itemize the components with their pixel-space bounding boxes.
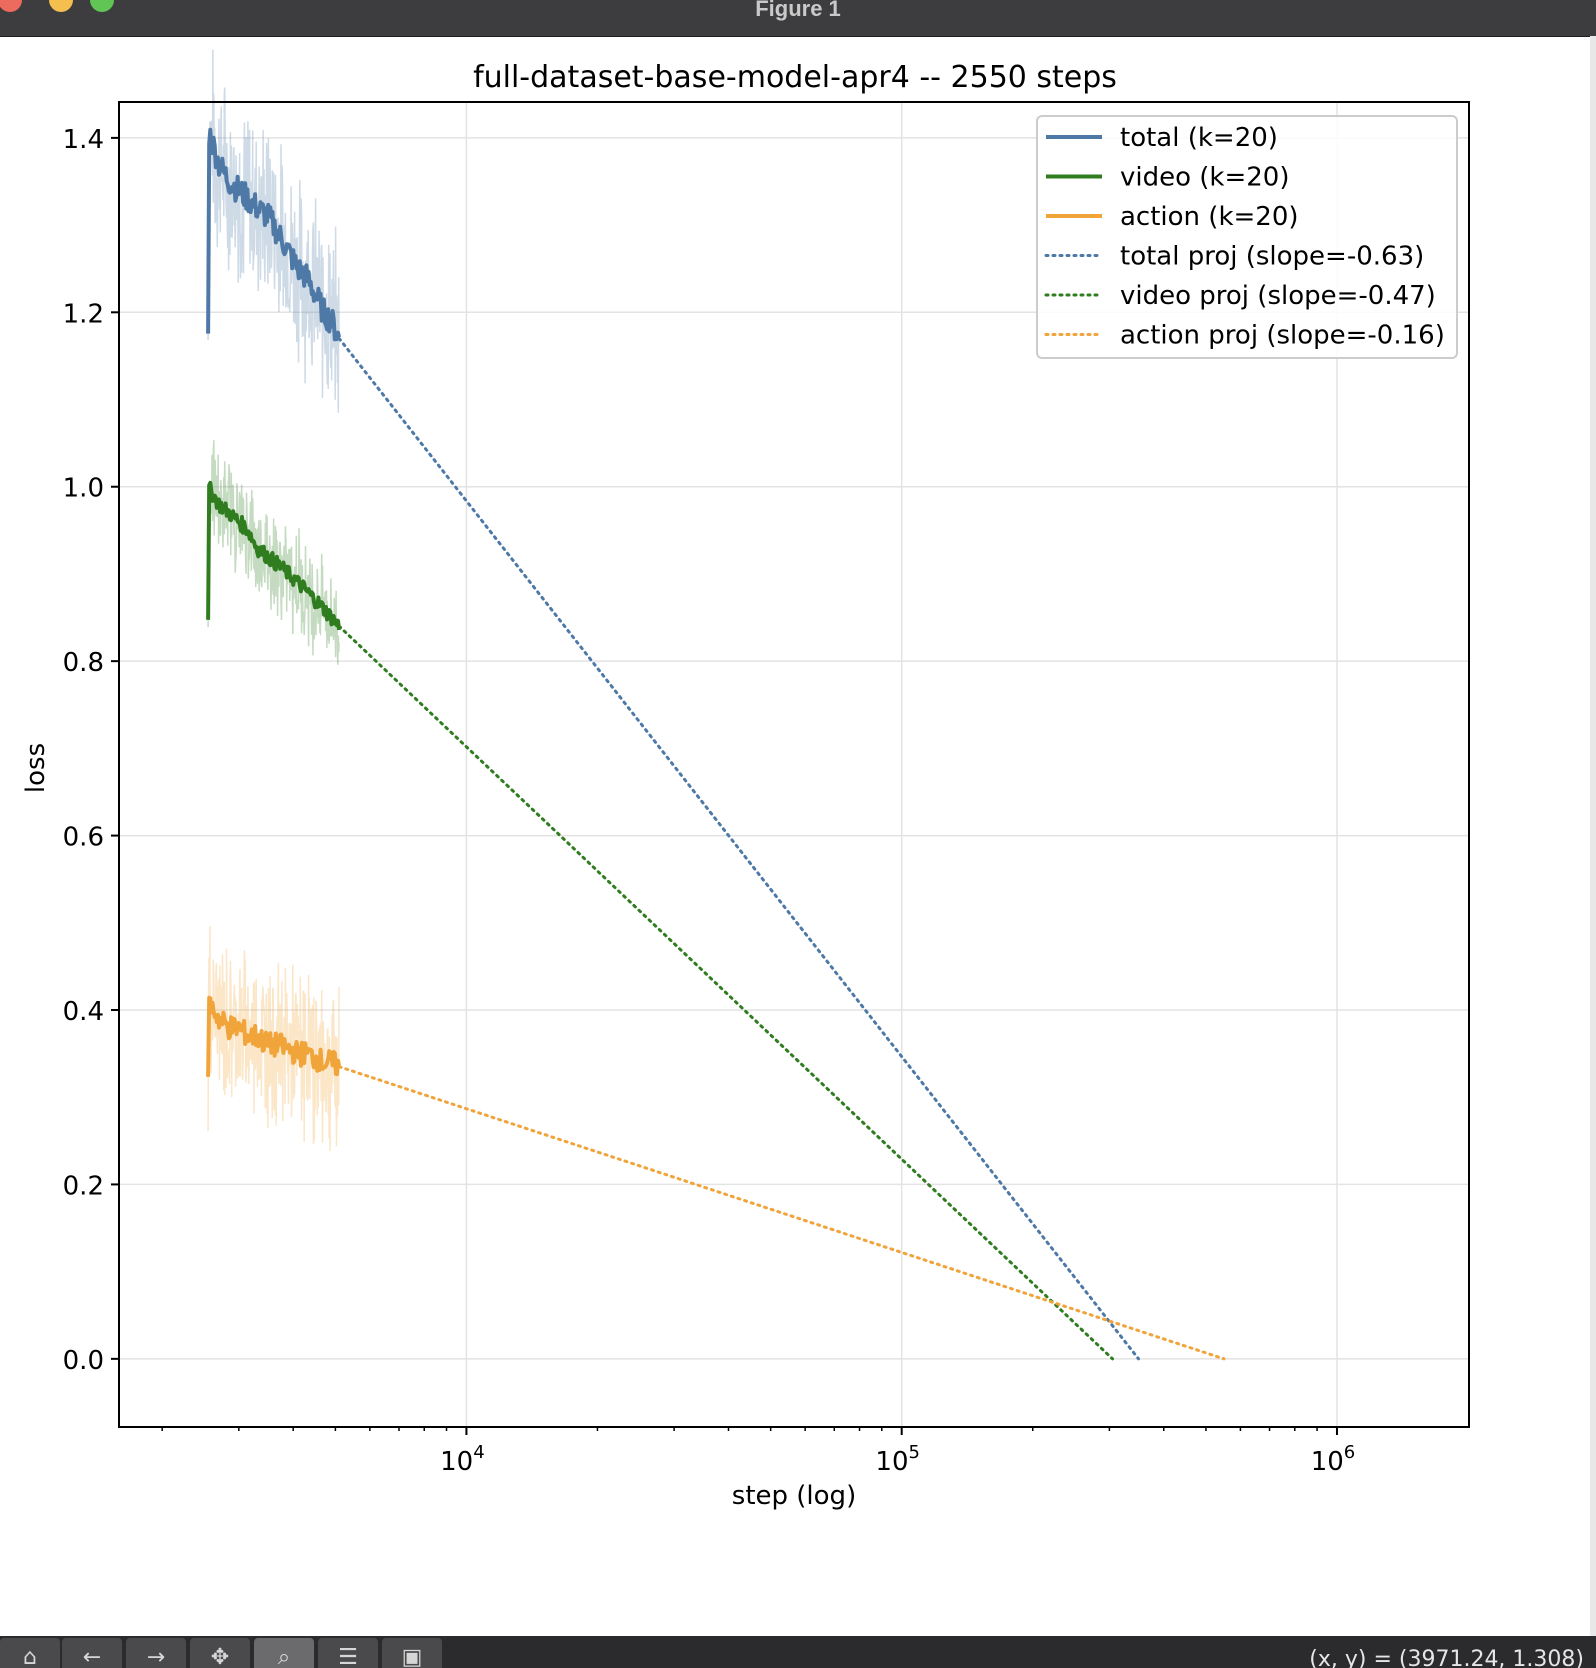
navigation-toolbar: (x, y) = (3971.24, 1.308) ⌂ ← → ✥ ⌕ ☰ ▣ [0,1636,1596,1668]
projection-line-total [337,336,1141,1361]
series-lines [206,127,1226,1361]
projection-line-action [337,1065,1226,1361]
plot-frame [118,101,1470,1428]
series-line-total [206,127,342,342]
x-tick-label: 105 [875,1442,920,1477]
series-line-action [206,995,342,1077]
legend-label: total proj (slope=-0.63) [1120,242,1424,272]
raw-band-total [207,49,340,413]
y-tick-label: 0.6 [63,823,104,853]
configure-button[interactable]: ☰ [318,1638,378,1668]
chart-title: full-dataset-base-model-apr4 -- 2550 ste… [473,60,1117,95]
window-titlebar: Figure 1 [0,0,1596,37]
legend: total (k=20) video (k=20) action (k=20) tot… [1036,115,1458,359]
minimize-window-button[interactable] [49,0,73,12]
forward-button[interactable]: → [126,1638,186,1668]
close-window-button[interactable] [0,0,22,12]
back-button[interactable]: ← [62,1638,122,1668]
legend-label: video (k=20) [1120,163,1290,193]
legend-label: action (k=20) [1120,202,1299,232]
y-tick-label: 1.4 [63,125,104,155]
raw-band-video [207,440,340,665]
legend-label: total (k=20) [1120,123,1278,153]
window-title: Figure 1 [755,0,841,21]
legend-box [1036,115,1458,359]
y-tick-label: 0.0 [63,1346,104,1376]
y-tick-label: 1.0 [63,474,104,504]
series-line-video [206,480,342,631]
loss-chart[interactable]: full-dataset-base-model-apr4 -- 2550 ste… [0,36,1590,1636]
window-edge [1590,36,1596,1636]
home-button[interactable]: ⌂ [0,1638,60,1668]
y-tick-label: 0.2 [63,1171,104,1201]
raw-band-action [207,926,340,1152]
zoom-button[interactable]: ⌕ [254,1638,314,1668]
projection-line-video [337,624,1114,1361]
raw-series-bands [207,49,340,1152]
x-axis-label: step (log) [732,1481,856,1511]
cursor-coordinates: (x, y) = (3971.24, 1.308) [1309,1647,1584,1668]
legend-label: video proj (slope=-0.47) [1120,281,1436,311]
save-button[interactable]: ▣ [382,1638,442,1668]
y-tick-label: 1.2 [63,299,104,329]
pan-button[interactable]: ✥ [190,1638,250,1668]
y-axis-label: loss [21,743,51,793]
x-tick-label: 106 [1311,1442,1356,1477]
legend-label: action proj (slope=-0.16) [1120,321,1445,351]
x-tick-label: 104 [440,1442,485,1477]
y-tick-label: 0.8 [63,648,104,678]
maximize-window-button[interactable] [90,0,114,12]
y-tick-label: 0.4 [63,997,104,1027]
